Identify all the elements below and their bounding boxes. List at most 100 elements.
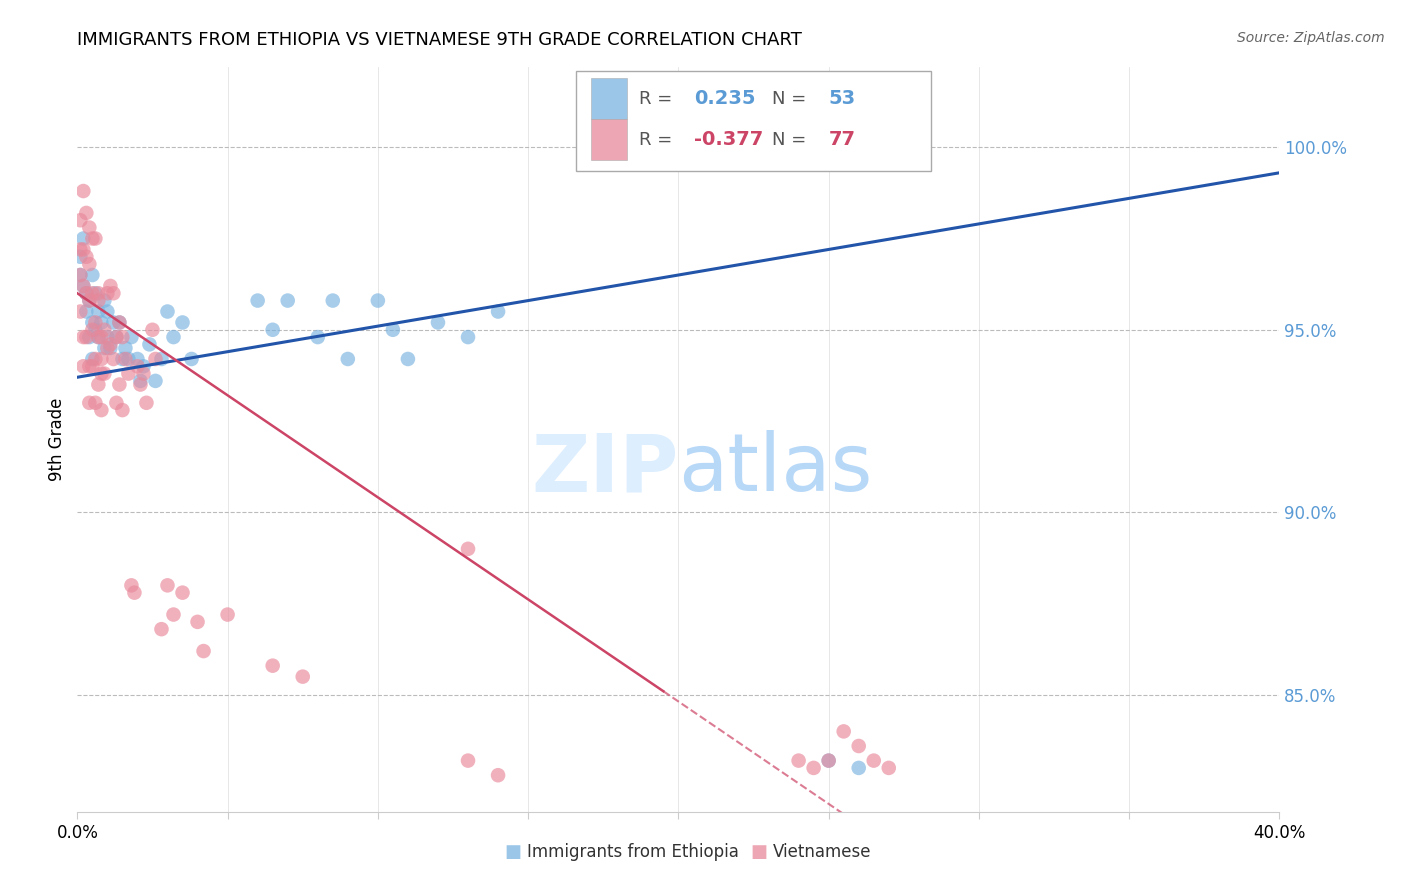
Point: [69, 213, 91, 227]
Point: [69, 243, 91, 257]
Point: [87, 293, 110, 308]
Point: [129, 374, 152, 388]
Text: Immigrants from Ethiopia: Immigrants from Ethiopia: [527, 843, 740, 861]
Point: [132, 367, 155, 381]
Point: [111, 330, 134, 344]
Point: [103, 351, 125, 366]
Point: [87, 286, 110, 301]
Point: [120, 330, 142, 344]
Point: [82, 351, 104, 366]
Point: [114, 351, 136, 366]
Point: [246, 293, 269, 308]
Point: [862, 754, 884, 768]
Point: [100, 279, 122, 293]
Point: [322, 293, 344, 308]
Point: [100, 341, 122, 355]
Point: [156, 578, 179, 592]
Point: [111, 351, 134, 366]
Point: [787, 754, 810, 768]
Point: [848, 739, 870, 753]
Point: [877, 761, 900, 775]
Point: [72, 231, 94, 245]
Point: [486, 768, 509, 782]
Text: IMMIGRANTS FROM ETHIOPIA VS VIETNAMESE 9TH GRADE CORRELATION CHART: IMMIGRANTS FROM ETHIOPIA VS VIETNAMESE 9…: [77, 31, 803, 49]
Point: [138, 337, 160, 351]
Point: [111, 403, 134, 417]
Text: N =: N =: [772, 90, 813, 108]
Point: [162, 330, 184, 344]
Point: [69, 250, 91, 264]
Point: [79, 396, 101, 410]
Point: [172, 585, 194, 599]
Point: [105, 330, 128, 344]
Text: 53: 53: [828, 89, 856, 109]
Point: [84, 351, 107, 366]
Point: [105, 396, 128, 410]
Point: [90, 330, 112, 344]
Point: [72, 359, 94, 374]
Point: [135, 396, 157, 410]
Point: [75, 206, 97, 220]
Point: [84, 396, 107, 410]
Point: [336, 351, 359, 366]
Point: [75, 330, 97, 344]
Y-axis label: 9th Grade: 9th Grade: [48, 398, 66, 481]
Point: [75, 304, 97, 318]
Point: [124, 585, 146, 599]
Point: [172, 316, 194, 330]
Point: [69, 304, 91, 318]
Point: [848, 761, 870, 775]
Point: [96, 286, 118, 301]
Point: [427, 316, 450, 330]
Point: [90, 351, 112, 366]
Point: [69, 268, 91, 282]
Point: [79, 359, 101, 374]
Point: [129, 377, 152, 392]
Point: [93, 367, 115, 381]
Text: R =: R =: [638, 90, 678, 108]
Point: [79, 330, 101, 344]
Point: [75, 250, 97, 264]
Point: [82, 231, 104, 245]
Point: [262, 658, 284, 673]
Point: [79, 293, 101, 308]
Text: R =: R =: [638, 131, 678, 149]
Point: [291, 670, 314, 684]
Point: [87, 304, 110, 318]
Point: [817, 754, 839, 768]
Point: [156, 304, 179, 318]
Point: [105, 330, 128, 344]
Point: [367, 293, 389, 308]
Point: [117, 367, 139, 381]
FancyBboxPatch shape: [591, 120, 627, 161]
Point: [145, 351, 167, 366]
Point: [877, 140, 900, 154]
Point: [103, 286, 125, 301]
Point: [87, 330, 110, 344]
Point: [93, 293, 115, 308]
Point: [803, 761, 825, 775]
Point: [187, 615, 209, 629]
Point: [96, 304, 118, 318]
Point: [277, 293, 299, 308]
Point: [108, 316, 131, 330]
Point: [108, 377, 131, 392]
Point: [381, 323, 404, 337]
Point: [72, 279, 94, 293]
Point: [72, 330, 94, 344]
Point: [217, 607, 239, 622]
Text: N =: N =: [772, 131, 813, 149]
Point: [79, 220, 101, 235]
Point: [82, 286, 104, 301]
Point: [114, 341, 136, 355]
Text: ■: ■: [505, 843, 522, 861]
Text: Vietnamese: Vietnamese: [773, 843, 872, 861]
Point: [457, 541, 479, 556]
Point: [193, 644, 215, 658]
Point: [96, 330, 118, 344]
Point: [90, 367, 112, 381]
Point: [72, 243, 94, 257]
Point: [82, 268, 104, 282]
Text: 0.235: 0.235: [695, 89, 755, 109]
Point: [108, 316, 131, 330]
